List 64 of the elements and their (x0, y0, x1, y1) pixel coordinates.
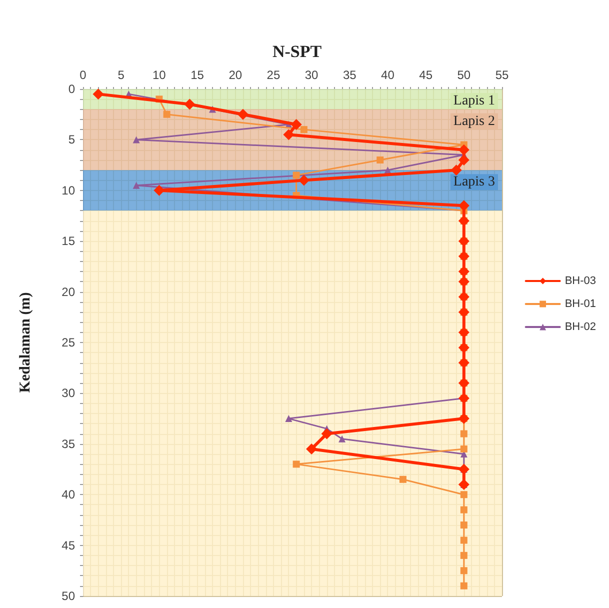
point (338, 435, 346, 442)
x-tick-label: 0 (80, 68, 87, 82)
point (450, 164, 462, 176)
y-tick-label: 25 (62, 336, 76, 350)
point (285, 415, 292, 422)
point (384, 166, 392, 174)
x-tick-label: 30 (304, 68, 319, 82)
chart-title: N-SPT (272, 42, 322, 61)
point (290, 118, 302, 130)
x-tick-label: 20 (228, 68, 242, 82)
point (460, 582, 468, 590)
point (132, 136, 140, 144)
point (292, 460, 300, 468)
y-tick-label: 35 (62, 436, 76, 451)
band-label: Lapis 2 (453, 114, 495, 129)
x-tick-label: 10 (152, 68, 166, 82)
point (460, 506, 468, 514)
legend-label: BH-03 (564, 275, 596, 287)
point (399, 476, 406, 483)
point (458, 154, 470, 166)
point (460, 567, 468, 574)
point (460, 430, 468, 438)
point (306, 443, 318, 454)
point (92, 88, 104, 100)
y-tick-label: 15 (62, 234, 76, 248)
point (376, 156, 384, 164)
x-tick-label: 35 (342, 68, 357, 82)
point (132, 182, 140, 189)
point (458, 200, 470, 212)
y-tick-label: 0 (68, 82, 76, 96)
y-tick-label: 40 (62, 488, 76, 502)
legend-label: BH-01 (564, 298, 596, 310)
x-tick-label: 55 (495, 68, 509, 82)
point (237, 108, 248, 120)
point (283, 129, 294, 140)
point (184, 98, 196, 110)
y-tick-label: 5 (68, 132, 76, 147)
point (154, 184, 165, 196)
point (321, 428, 332, 440)
x-tick-label: 15 (190, 68, 204, 82)
point (460, 491, 468, 498)
band-label: Lapis 1 (453, 94, 495, 108)
point (163, 110, 170, 118)
point (300, 126, 308, 134)
y-axis-title: Kedalaman (m) (18, 292, 34, 393)
y-tick-label: 20 (62, 284, 76, 299)
point (460, 445, 468, 452)
point (458, 144, 470, 156)
x-tick-label: 50 (457, 68, 471, 82)
point (460, 552, 468, 559)
point (460, 522, 468, 529)
x-tick-label: 40 (381, 68, 395, 82)
legend-label: BH-02 (564, 321, 596, 333)
x-tick-label: 45 (419, 68, 433, 82)
x-tick-label: 5 (118, 68, 125, 82)
point (460, 536, 468, 544)
y-tick-label: 50 (62, 589, 76, 603)
y-tick-label: 45 (62, 538, 76, 552)
y-tick-label: 30 (62, 386, 76, 400)
band-label: Lapis 3 (453, 174, 495, 190)
point (292, 172, 300, 179)
point (298, 174, 310, 186)
x-tick-label: 25 (266, 68, 280, 82)
y-tick-label: 10 (62, 183, 76, 198)
